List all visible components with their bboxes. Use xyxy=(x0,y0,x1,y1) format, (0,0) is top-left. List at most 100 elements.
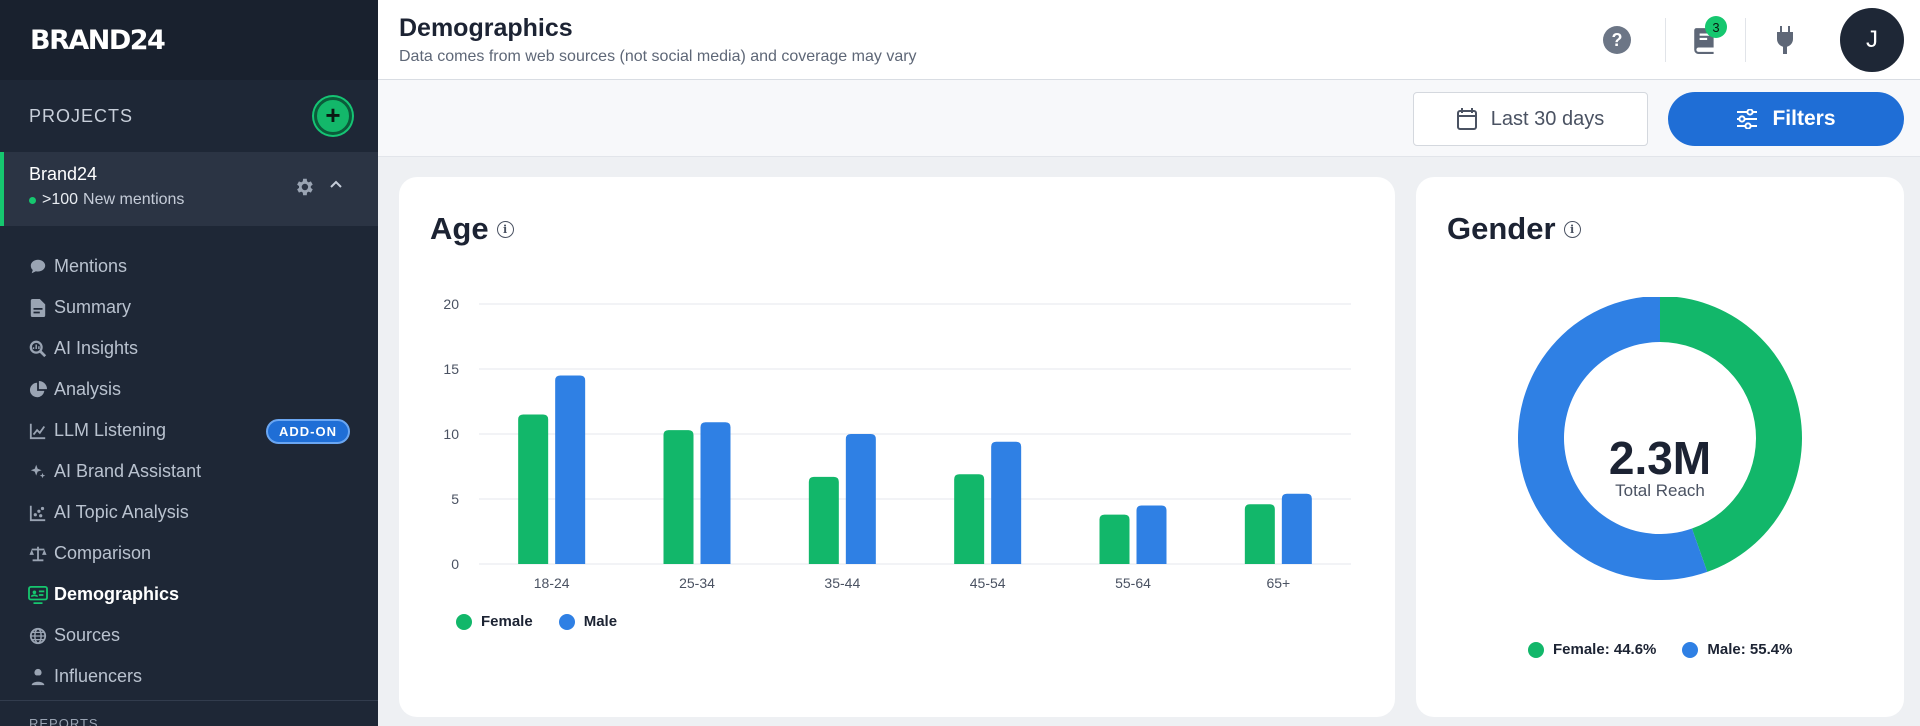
plug-icon xyxy=(1777,26,1793,54)
reports-section-label: REPORTS xyxy=(29,716,99,726)
legend-item-female[interactable]: Female xyxy=(456,613,533,630)
sidebar-item-label: Analysis xyxy=(54,379,122,399)
project-mentions: >100 New mentions xyxy=(29,191,378,209)
sidebar-item-label: Comparison xyxy=(54,543,152,563)
sidebar-item-label: AI Brand Assistant xyxy=(54,461,202,481)
gender-legend: Female: 44.6% Male: 55.4% xyxy=(1528,641,1818,658)
legend-item-male[interactable]: Male: 55.4% xyxy=(1682,641,1792,658)
sidebar-item-label: Sources xyxy=(54,625,121,645)
projects-header: PROJECTS + xyxy=(0,80,378,152)
gear-icon[interactable] xyxy=(293,176,315,204)
notifications-button[interactable]: 3 xyxy=(1685,16,1727,60)
bar-male xyxy=(1136,505,1167,564)
x-tick-label: 45-54 xyxy=(970,575,1006,591)
filters-button[interactable]: Filters xyxy=(1668,92,1904,146)
sidebar-item-mentions[interactable]: Mentions xyxy=(0,246,378,287)
help-icon: ? xyxy=(1603,26,1631,54)
globe-icon xyxy=(28,626,48,646)
mentions-count: >100 xyxy=(42,191,79,208)
legend-label: Female: 44.6% xyxy=(1553,641,1657,658)
date-range-label: Last 30 days xyxy=(1490,107,1605,130)
sidebar-item-label: Influencers xyxy=(54,666,143,686)
total-reach-label: Total Reach xyxy=(1615,481,1705,500)
chart-line-icon xyxy=(28,421,48,441)
plus-icon: + xyxy=(325,100,341,130)
male-swatch xyxy=(1682,641,1699,658)
project-name: Brand24 xyxy=(29,164,98,184)
x-tick-label: 55-64 xyxy=(1115,575,1151,591)
notifications-badge: 3 xyxy=(1705,16,1727,38)
sidebar-item-demographics[interactable]: Demographics xyxy=(0,574,378,615)
donut-slice-male xyxy=(1518,297,1708,580)
chevron-up-icon[interactable] xyxy=(328,176,344,197)
date-range-button[interactable]: Last 30 days xyxy=(1413,92,1648,146)
divider xyxy=(0,700,378,701)
divider xyxy=(1745,18,1746,62)
divider xyxy=(1665,18,1666,62)
sidebar-item-summary[interactable]: Summary xyxy=(0,287,378,328)
calendar-icon xyxy=(1456,108,1477,130)
bar-male xyxy=(845,434,876,564)
filters-label: Filters xyxy=(1772,107,1836,130)
bar-female xyxy=(1099,514,1130,564)
brand-logo[interactable]: BRAND24 xyxy=(30,24,166,56)
info-icon[interactable]: i xyxy=(496,220,514,238)
document-icon xyxy=(28,298,48,318)
scatter-icon xyxy=(28,503,48,523)
sidebar-item-ai-insights[interactable]: AI Insights xyxy=(0,328,378,369)
demographics-icon xyxy=(28,585,48,605)
bar-female xyxy=(954,474,985,564)
mentions-label: New mentions xyxy=(83,191,185,208)
y-tick-label: 0 xyxy=(451,556,459,572)
legend-label: Male xyxy=(583,613,618,630)
legend-label: Male: 55.4% xyxy=(1707,641,1793,658)
female-swatch xyxy=(456,613,472,630)
sidebar-item-analysis[interactable]: Analysis xyxy=(0,369,378,410)
help-button[interactable]: ? xyxy=(1597,20,1637,60)
avatar[interactable]: J xyxy=(1840,8,1904,72)
page-title: Demographics xyxy=(399,14,573,42)
legend-item-female[interactable]: Female: 44.6% xyxy=(1528,641,1656,658)
legend-label: Female xyxy=(481,613,533,630)
bar-male xyxy=(1281,493,1312,564)
x-tick-label: 65+ xyxy=(1266,575,1290,591)
addon-badge[interactable]: ADD-ON xyxy=(266,419,350,444)
sparkle-icon xyxy=(28,462,48,482)
sidebar-item-label: Demographics xyxy=(54,584,180,604)
scale-icon xyxy=(28,544,48,564)
sidebar-item-sources[interactable]: Sources xyxy=(0,615,378,656)
pie-icon xyxy=(28,380,48,400)
sidebar-item-label: Mentions xyxy=(54,256,128,276)
age-legend: Female Male xyxy=(456,613,643,630)
brand-bar: BRAND24 xyxy=(0,0,378,80)
sidebar-item-label: AI Topic Analysis xyxy=(54,502,189,522)
gender-title: Gender i xyxy=(1447,211,1581,247)
sidebar-item-influencers[interactable]: Influencers xyxy=(0,656,378,697)
age-title-text: Age xyxy=(430,211,489,246)
total-reach-value: 2.3M xyxy=(1608,432,1712,484)
projects-title: PROJECTS xyxy=(29,105,134,126)
bar-male xyxy=(700,422,731,564)
x-tick-label: 18-24 xyxy=(534,575,570,591)
gender-card: Gender i 2.3M Total Reach Female: 44.6% … xyxy=(1416,177,1904,717)
x-tick-label: 25-34 xyxy=(679,575,715,591)
sidebar-item-llm-listening[interactable]: LLM Listening ADD-ON xyxy=(0,410,378,451)
sidebar-item-comparison[interactable]: Comparison xyxy=(0,533,378,574)
sidebar-item-ai-topic-analysis[interactable]: AI Topic Analysis xyxy=(0,492,378,533)
gender-title-text: Gender xyxy=(1447,211,1556,246)
project-card[interactable]: Brand24 >100 New mentions xyxy=(0,152,378,226)
sliders-icon xyxy=(1737,109,1758,129)
info-icon[interactable]: i xyxy=(1563,220,1581,238)
chat-bubble-icon xyxy=(28,257,48,277)
legend-item-male[interactable]: Male xyxy=(558,613,618,630)
integrations-button[interactable] xyxy=(1765,20,1805,60)
add-project-button[interactable]: + xyxy=(314,97,352,135)
magnify-insight-icon xyxy=(28,339,48,359)
y-tick-label: 15 xyxy=(443,361,459,377)
age-title: Age i xyxy=(430,211,514,247)
bar-female xyxy=(1244,504,1275,564)
sidebar-item-label: AI Insights xyxy=(54,338,139,358)
age-bar-chart: 0 5 10 15 20 18-24 25-34 35-44 45-54 55-64 65+ xyxy=(443,296,1351,591)
sidebar-item-ai-brand-assistant[interactable]: AI Brand Assistant xyxy=(0,451,378,492)
age-card: Age i 0 5 10 15 20 18-24 25-34 35-44 45-54 55-64 6… xyxy=(399,177,1395,717)
